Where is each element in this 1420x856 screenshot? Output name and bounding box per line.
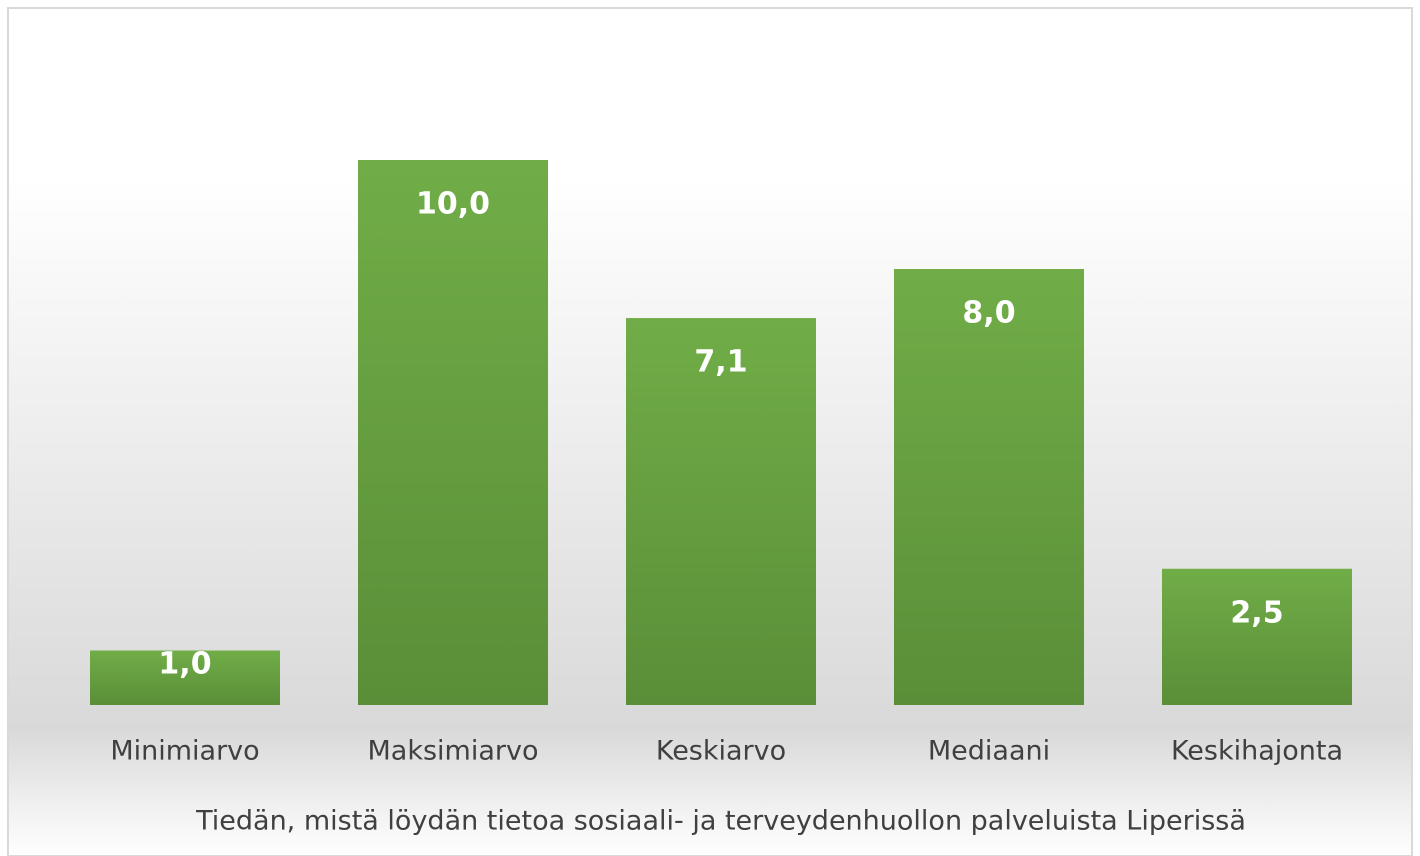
bar — [358, 160, 548, 705]
bar — [90, 650, 280, 705]
x-axis-title: Tiedän, mistä löydän tietoa sosiaali- ja… — [195, 806, 1246, 837]
data-label: 1,0 — [158, 647, 211, 682]
data-label: 8,0 — [962, 296, 1015, 331]
x-tick-label: Keskiarvo — [656, 736, 786, 767]
data-label: 10,0 — [416, 187, 490, 222]
bar — [894, 269, 1084, 705]
data-label: 7,1 — [694, 345, 747, 380]
bar — [1162, 568, 1352, 705]
x-tick-label: Maksimiarvo — [368, 736, 539, 767]
bar — [626, 318, 816, 705]
x-tick-label: Mediaani — [928, 736, 1050, 767]
x-tick-label: Keskihajonta — [1171, 736, 1343, 767]
data-label: 2,5 — [1230, 595, 1283, 630]
x-tick-label: Minimiarvo — [110, 736, 259, 767]
